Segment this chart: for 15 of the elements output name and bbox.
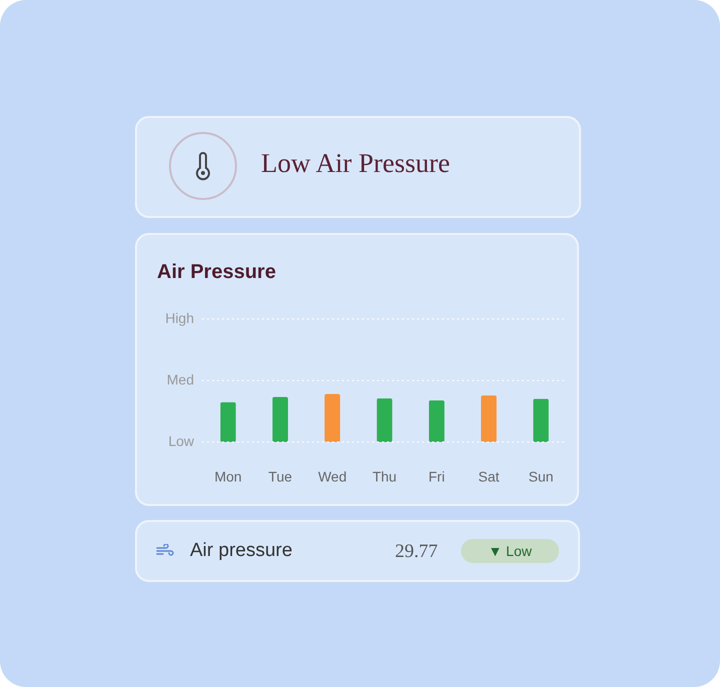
chart-title: Air Pressure [157, 261, 276, 283]
x-tick-label: Thu [372, 468, 397, 484]
x-tick-label: Fri [428, 468, 445, 484]
x-tick-label: Sun [528, 468, 554, 484]
x-tick-label: Tue [268, 468, 292, 484]
text: Air pressure [190, 540, 292, 562]
x-tick-label: Wed [318, 468, 347, 484]
x-tick-label: Mon [214, 468, 242, 484]
text: 29.77 [395, 541, 438, 563]
ref-line-label: High [165, 310, 194, 326]
ref-line-label: Low [168, 433, 195, 449]
text: ▼ Low [461, 539, 559, 563]
x-tick-label: Sat [478, 468, 500, 484]
text: Low Air Pressure [261, 148, 450, 179]
ref-line-label: Med [166, 372, 194, 388]
